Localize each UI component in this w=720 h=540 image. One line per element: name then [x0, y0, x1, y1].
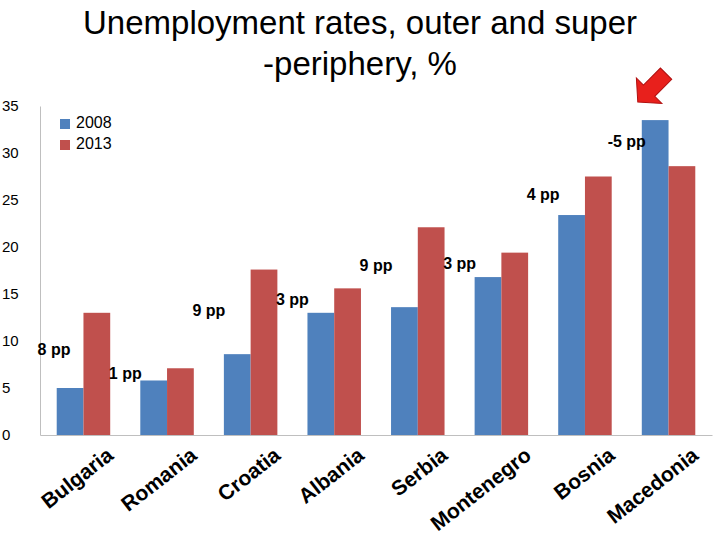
- bar: [83, 313, 110, 435]
- x-tick-label: Macedonia: [602, 443, 702, 528]
- bar: [224, 354, 251, 435]
- y-tick-label: 25: [2, 191, 19, 208]
- legend-label: 2013: [76, 135, 112, 152]
- annotation: 8 pp: [38, 341, 71, 358]
- bar: [307, 313, 334, 435]
- x-tick-label: Serbia: [387, 443, 452, 501]
- y-axis-line: [40, 107, 41, 436]
- series-1: [83, 166, 695, 435]
- annotations: 8 pp 1 pp 9 pp 3 pp 9 pp 3 pp 4 pp -5 pp: [38, 133, 647, 381]
- bar: [334, 288, 361, 435]
- chart: Unemployment rates, outer and super-peri…: [0, 0, 720, 540]
- legend: 2008 2013: [60, 114, 112, 152]
- bar: [57, 388, 84, 435]
- bar: [501, 253, 528, 435]
- x-tick-label: Montenegro: [426, 443, 535, 535]
- annotation: 9 pp: [360, 257, 393, 274]
- bar: [140, 380, 167, 435]
- x-tick-label: Romania: [117, 443, 201, 516]
- x-tick: Croatia: [213, 435, 284, 505]
- bar: [475, 277, 502, 435]
- y-tick: 20: [2, 238, 40, 255]
- bar: [251, 270, 278, 435]
- x-tick: Serbia: [387, 435, 452, 500]
- x-axis: BulgariaRomaniaCroatiaAlbania SerbiaMonte…: [37, 435, 713, 535]
- annotation: 3 pp: [443, 255, 476, 272]
- x-tick: Montenegro: [426, 435, 535, 535]
- bar: [669, 166, 696, 435]
- legend-item: 2008: [60, 114, 112, 131]
- bar: [642, 120, 669, 435]
- y-tick-label: 30: [2, 144, 19, 161]
- x-tick: Bosnia: [549, 435, 619, 504]
- annotation: 4 pp: [527, 186, 560, 203]
- y-tick: 30: [2, 144, 40, 161]
- y-tick-label: 10: [2, 332, 19, 349]
- y-tick: 35: [2, 97, 40, 114]
- legend-label: 2008: [76, 114, 112, 131]
- x-tick-label: Bulgaria: [37, 443, 118, 513]
- legend-swatch: [60, 140, 70, 150]
- y-tick: 15: [2, 285, 40, 302]
- bar: [585, 177, 612, 436]
- legend-item: 2013: [60, 135, 112, 152]
- x-tick: Albania: [294, 435, 368, 508]
- annotation: 1 pp: [109, 365, 142, 382]
- annotation: 9 pp: [192, 302, 225, 319]
- arrow: [625, 61, 679, 115]
- x-tick: Macedonia: [602, 435, 702, 528]
- x-tick-label: Albania: [294, 443, 368, 508]
- y-tick: 10: [2, 332, 40, 349]
- y-tick-label: 5: [2, 379, 10, 396]
- y-axis: 0 5 10 15 20 25 30 35: [2, 97, 41, 443]
- x-axis-line: [41, 435, 713, 436]
- y-tick-label: 15: [2, 285, 19, 302]
- x-tick: Romania: [117, 435, 201, 516]
- y-tick: 0: [2, 426, 40, 443]
- annotation: -5 pp: [608, 133, 646, 150]
- x-tick: Bulgaria: [37, 435, 118, 513]
- x-tick-label: Bosnia: [549, 443, 619, 504]
- bar: [167, 368, 194, 435]
- series-0: [57, 120, 669, 435]
- legend-swatch: [60, 119, 70, 129]
- bar: [418, 227, 445, 435]
- bar: [558, 215, 585, 435]
- title: Unemployment rates, outer and super-peri…: [83, 4, 637, 82]
- plot: 0 5 10 15 20 25 30 35 BulgariaRomaniaCroatiaAlba…: [2, 97, 713, 535]
- arrow-shape: [625, 61, 679, 115]
- x-tick-label: Croatia: [213, 443, 284, 506]
- y-tick-label: 35: [2, 97, 19, 114]
- y-tick-label: 20: [2, 238, 19, 255]
- bars: [57, 120, 696, 435]
- annotation: 3 pp: [276, 291, 309, 308]
- y-tick: 5: [2, 379, 40, 396]
- y-tick: 25: [2, 191, 40, 208]
- bar: [391, 307, 418, 435]
- y-tick-label: 0: [2, 426, 10, 443]
